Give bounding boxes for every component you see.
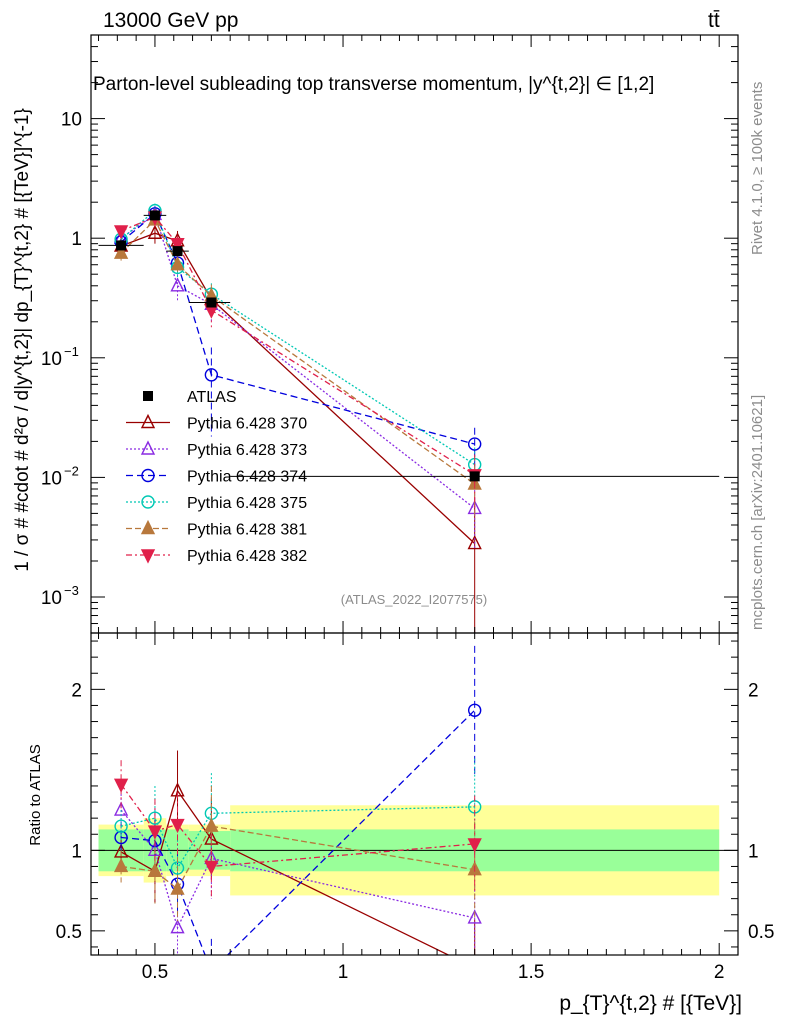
- legend-label-5: Pythia 6.428 381: [187, 522, 307, 539]
- legend-marker-6: [140, 549, 156, 564]
- x-tick-label-2: 1.5: [518, 962, 544, 983]
- ratio-point-5-4: [467, 838, 482, 853]
- ratio-point-2-4: [467, 703, 482, 717]
- ratio-point-5-0: [113, 778, 129, 793]
- legend-marker-2: [140, 440, 156, 455]
- x-tick-label-0: 0.5: [142, 962, 168, 983]
- y-tick-label-0: 10: [41, 588, 62, 609]
- y-tick-exponent-1: −2: [64, 463, 79, 478]
- y-tick-label-3: 1: [71, 229, 82, 250]
- series-point-5-0: [113, 225, 129, 240]
- y-tick-label-2: 10: [41, 349, 62, 370]
- series-point-5-2: [170, 237, 185, 253]
- process-label: tt̄: [708, 9, 720, 32]
- data-point-0: [116, 240, 127, 251]
- main-plot-series: [98, 203, 720, 633]
- data-point-1: [149, 210, 160, 221]
- main-frame: [90, 34, 739, 634]
- main-y-axis-label: 1 / σ # #cdot # d²σ / d|y^{t,2}| dp_{T}^…: [12, 108, 33, 572]
- ratio-point-3-1: [148, 811, 162, 825]
- ratio-line-5: [120, 783, 475, 868]
- y-tick-label-1: 10: [41, 468, 62, 489]
- x-tick-label-3: 2: [714, 962, 725, 983]
- ratio-y-axis-label: Ratio to ATLAS: [27, 744, 44, 845]
- ratio-point-5-3: [204, 860, 219, 876]
- ratio-point-3-0: [114, 819, 128, 833]
- ratio-y-tick-label-right-2: 2: [748, 680, 759, 701]
- series-point-2-3: [204, 368, 219, 382]
- ratio-line-4: [121, 825, 475, 890]
- legend-marker-1: [140, 413, 156, 429]
- ratio-point-1-4: [467, 909, 482, 924]
- ratio-point-4-1: [147, 862, 163, 877]
- series-point-4-2: [170, 256, 185, 271]
- data-point-3: [206, 297, 217, 308]
- ratio-point-4-0: [113, 857, 129, 873]
- ratio-y-tick-label-right-1: 1: [748, 841, 759, 862]
- ratio-point-0-4: [469, 961, 481, 973]
- ratio-uncertainty-bands: [91, 805, 738, 896]
- legend-label-3: Pythia 6.428 374: [187, 469, 307, 486]
- ratio-point-1-2: [170, 919, 185, 934]
- ratio-point-2-3: [205, 965, 217, 977]
- ratio-frame: [90, 632, 739, 956]
- legend-label-4: Pythia 6.428 375: [187, 495, 307, 512]
- legend-label-1: Pythia 6.428 370: [187, 416, 307, 433]
- ratio-y-tick-label-left-1: 1: [71, 841, 82, 862]
- ratio-plot-series: [113, 645, 482, 977]
- x-tick-label-1: 1: [338, 962, 349, 983]
- energy-label: 13000 GeV pp: [103, 9, 238, 32]
- x-axis-label: p_{T}^{t,2} # [{TeV}]: [559, 992, 742, 1015]
- series-point-0-1: [147, 224, 163, 239]
- legend-marker-0: [143, 391, 153, 401]
- mcplots-label: mcplots.cern.ch [arXiv:2401.10621]: [749, 395, 766, 630]
- ratio-y-tick-label-left-2: 2: [71, 680, 82, 701]
- series-line-4: [120, 218, 476, 485]
- ratio-point-0-0: [113, 843, 129, 858]
- legend-label-0: ATLAS: [187, 389, 237, 406]
- legend-marker-4: [141, 495, 155, 509]
- plot-title: Parton-level subleading top transverse m…: [93, 74, 654, 95]
- legend-marker-3: [141, 468, 155, 483]
- ratio-point-5-1: [147, 825, 163, 840]
- legend-marker-5: [140, 519, 156, 535]
- series-point-4-0: [113, 244, 129, 259]
- legend-label-2: Pythia 6.428 373: [187, 442, 307, 459]
- y-tick-label-4: 10: [61, 110, 82, 131]
- analysis-watermark: (ATLAS_2022_I2077575): [341, 592, 487, 607]
- ratio-point-5-2: [170, 818, 185, 834]
- ratio-point-4-2: [170, 880, 185, 895]
- legend-label-6: Pythia 6.428 382: [187, 548, 307, 565]
- series-point-2-4: [467, 437, 482, 451]
- data-point-4: [469, 471, 480, 482]
- series-point-0-4: [467, 534, 482, 550]
- ratio-y-tick-label-left-0: 0.5: [56, 922, 82, 943]
- data-point-2: [172, 246, 183, 257]
- rivet-label: Rivet 4.1.0, ≥ 100k events: [749, 82, 766, 255]
- y-tick-exponent-2: −1: [64, 344, 79, 359]
- ratio-point-4-3: [204, 817, 219, 832]
- y-tick-exponent-0: −3: [64, 583, 79, 598]
- ratio-y-tick-label-right-0: 0.5: [748, 922, 774, 943]
- series-line-1: [120, 213, 476, 509]
- legend: ATLAS Pythia 6.428 370 Pythia 6.428 373 Pyt…: [126, 389, 307, 565]
- series-point-1-2: [170, 277, 185, 292]
